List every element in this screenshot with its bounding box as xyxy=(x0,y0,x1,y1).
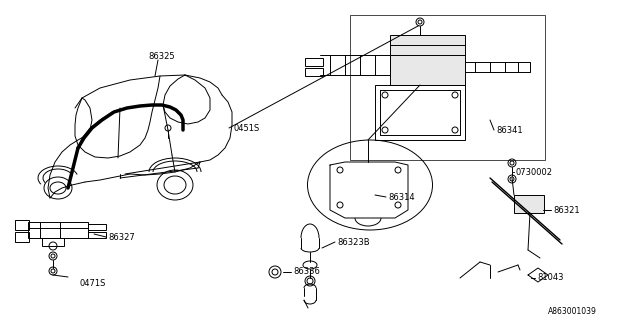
Text: 0730002: 0730002 xyxy=(515,167,552,177)
Text: 81043: 81043 xyxy=(537,274,563,283)
Bar xyxy=(390,35,465,85)
Bar xyxy=(15,232,29,242)
Text: 86321: 86321 xyxy=(553,205,580,214)
Bar xyxy=(375,85,465,140)
Text: 86341: 86341 xyxy=(496,125,523,134)
Text: 86314: 86314 xyxy=(388,193,415,202)
Bar xyxy=(88,232,106,238)
Bar xyxy=(42,238,64,246)
Bar xyxy=(88,224,106,230)
Bar xyxy=(514,195,544,213)
Text: 0451S: 0451S xyxy=(233,124,259,132)
Text: 86323B: 86323B xyxy=(337,237,370,246)
Bar xyxy=(15,220,29,230)
Bar xyxy=(305,68,323,76)
Text: A863001039: A863001039 xyxy=(548,308,597,316)
Text: 86327: 86327 xyxy=(108,233,135,242)
Text: 86336: 86336 xyxy=(293,268,320,276)
Text: 0471S: 0471S xyxy=(79,279,106,289)
Bar xyxy=(305,58,323,66)
Text: 86325: 86325 xyxy=(148,52,175,60)
Bar xyxy=(350,15,545,160)
Bar xyxy=(28,222,88,238)
